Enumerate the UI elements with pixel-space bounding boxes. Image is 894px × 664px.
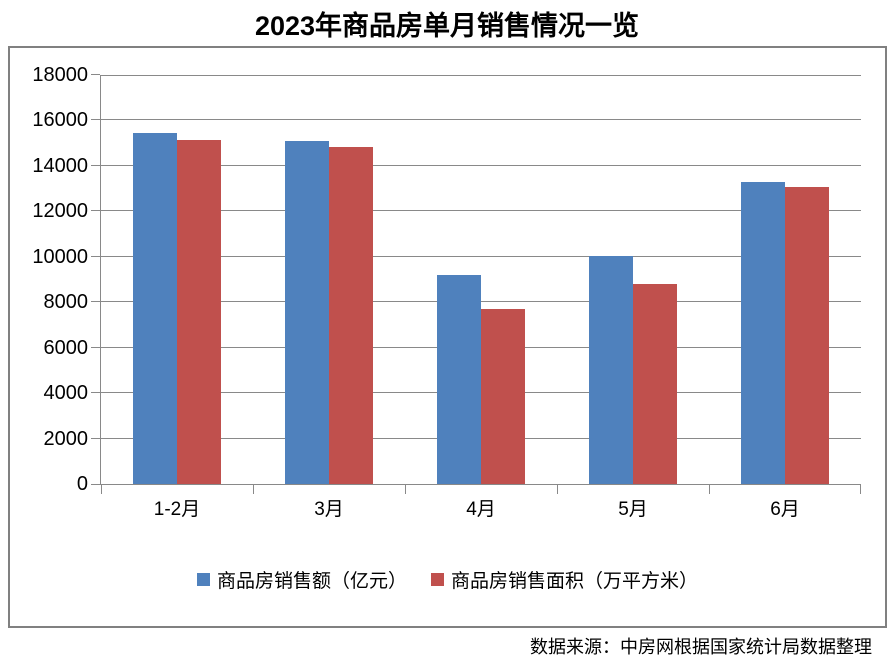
x-axis-label: 4月: [466, 499, 496, 520]
bar-sales: [741, 181, 785, 484]
y-tick-label: 10000: [32, 245, 88, 268]
x-tick-mark: [253, 485, 254, 494]
y-tick-mark: [91, 210, 100, 212]
gridline: [101, 75, 861, 76]
legend-item: 商品房销售额（亿元）: [196, 566, 407, 593]
legend-swatch-icon: [431, 573, 444, 586]
source-note: 数据来源：中房网根据国家统计局数据整理: [530, 637, 872, 657]
bar-area: [785, 186, 829, 484]
y-tick-mark: [91, 301, 100, 303]
gridline: [101, 164, 861, 166]
y-tick-mark: [91, 484, 100, 485]
chart-title: 2023年商品房单月销售情况一览: [254, 11, 640, 41]
y-tick-mark: [91, 74, 100, 75]
gridline: [101, 255, 861, 257]
x-tick-mark: [405, 485, 406, 494]
legend-label: 商品房销售面积（万平方米）: [451, 571, 699, 592]
x-tick-mark: [860, 485, 861, 494]
y-tick-mark: [91, 255, 100, 257]
bar-area: [329, 147, 373, 484]
y-tick-label: 4000: [43, 382, 89, 405]
y-tick-label: 14000: [32, 154, 88, 177]
y-tick-mark: [91, 392, 100, 394]
y-tick-mark: [91, 437, 100, 439]
y-tick-label: 12000: [32, 200, 88, 223]
legend-item: 商品房销售面积（万平方米）: [431, 566, 698, 593]
x-tick-mark: [709, 485, 710, 494]
y-tick-mark: [91, 346, 100, 348]
x-axis-label: 5月: [618, 499, 648, 520]
legend-swatch-icon: [196, 573, 210, 586]
x-tick-mark: [101, 485, 102, 494]
bar-sales: [285, 141, 329, 484]
legend: 商品房销售额（亿元） 商品房销售面积（万平方米）: [10, 566, 885, 593]
y-tick-label: 18000: [32, 64, 88, 86]
x-axis-label: 1-2月: [153, 499, 201, 520]
bar-area: [177, 140, 221, 484]
bar-area: [633, 283, 677, 484]
bar-sales: [589, 255, 633, 484]
plot-area: 0 2000 4000 6000 8000 10000 12000 14000 16000 180…: [32, 64, 861, 520]
y-tick-label: 8000: [43, 291, 89, 314]
gridline: [101, 301, 861, 303]
chart-frame: 0 2000 4000 6000 8000 10000 12000 14000 16000 180…: [8, 46, 887, 628]
x-axis-label: 3月: [314, 499, 344, 520]
y-tick-label: 6000: [43, 336, 89, 359]
x-axis-label: 6月: [770, 499, 800, 520]
bar-area: [481, 309, 525, 484]
gridline: [101, 119, 861, 121]
y-tick-label: 2000: [43, 427, 89, 450]
gridline: [101, 210, 861, 212]
bar-sales: [437, 274, 481, 484]
y-tick-mark: [91, 119, 100, 121]
legend-label: 商品房销售额（亿元）: [216, 571, 407, 592]
x-tick-mark: [557, 485, 558, 494]
y-tick-label: 16000: [32, 109, 88, 132]
bar-sales: [133, 132, 177, 484]
y-tick-mark: [91, 164, 100, 166]
y-tick-label: 0: [76, 473, 88, 495]
